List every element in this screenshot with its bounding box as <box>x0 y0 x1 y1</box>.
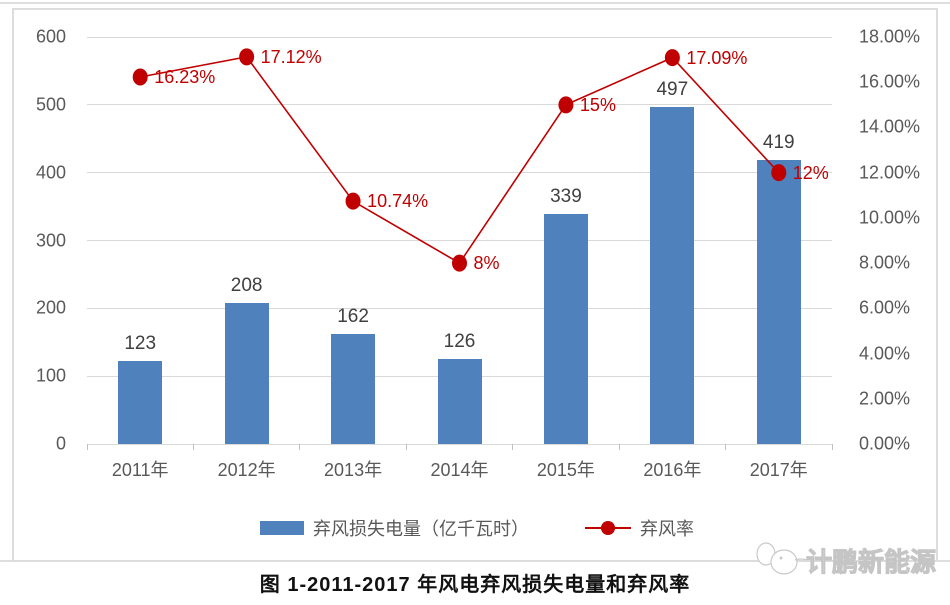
bar <box>437 358 482 444</box>
right-axis-tick-label: 16.00% <box>859 71 921 92</box>
right-axis-tick-label: 6.00% <box>859 297 911 318</box>
watermark-logo-icon <box>756 542 808 575</box>
x-axis-tick <box>405 444 407 450</box>
x-axis-label: 2011年 <box>111 460 169 480</box>
legend-item-line-series: 弃风率 <box>585 515 694 541</box>
bar-value-label: 497 <box>656 78 689 100</box>
top-divider <box>0 2 950 4</box>
line-point-marker <box>558 96 574 114</box>
curtailment-rate-line-layer <box>132 48 787 272</box>
gridline <box>87 240 832 241</box>
bar-value-label: 339 <box>550 186 582 208</box>
gridline <box>87 172 832 174</box>
line-point-label: 17.12% <box>260 46 322 67</box>
line-point-label: 17.09% <box>686 47 748 68</box>
right-axis-tick-label: 10.00% <box>859 207 921 228</box>
left-axis-tick-label: 600 <box>35 26 66 47</box>
curtailment-rate-line <box>140 56 780 265</box>
right-axis-tick-label: 2.00% <box>859 388 911 409</box>
chart-legend: 弃风损失电量（亿千瓦时） 弃风率 <box>14 515 940 541</box>
x-axis-label: 2015年 <box>536 460 595 480</box>
chart-area: 0 100 200 300 400 500 600 0.00% 2.00% 4.00% 6.00% 8… <box>12 8 938 562</box>
x-axis-tick <box>725 444 727 450</box>
plot-area: 2011年 2012年 2013年 2014年 2015年 2016年 2017年 123 20… <box>86 36 833 480</box>
x-axis-tick <box>192 444 194 450</box>
x-axis-label: 2012年 <box>217 460 276 480</box>
x-axis-tick <box>618 444 620 450</box>
chart-caption: 图 1-2011-2017 年风电弃风损失电量和弃风率 <box>259 574 691 596</box>
gridline <box>87 307 832 309</box>
line-point-marker <box>452 254 467 272</box>
bar-value-label: 126 <box>443 330 476 352</box>
x-axis-tick <box>512 444 514 450</box>
line-point-marker <box>345 192 361 210</box>
x-axis-tick <box>831 444 833 450</box>
gridline <box>87 443 832 445</box>
right-axis-tick-label: 4.00% <box>859 343 911 364</box>
line-point-label: 8% <box>473 253 500 274</box>
left-axis-tick-label: 300 <box>35 230 66 250</box>
bar <box>543 214 588 444</box>
right-axis-tick-label: 8.00% <box>859 252 911 273</box>
legend-item-bar-series: 弃风损失电量（亿千瓦时） <box>260 515 529 541</box>
left-axis-tick-label: 500 <box>35 94 66 115</box>
line-point-marker <box>771 164 787 182</box>
bar <box>118 360 163 444</box>
x-axis-tick <box>86 444 88 450</box>
line-point-marker <box>132 68 148 86</box>
bar-value-label: 208 <box>230 274 263 296</box>
x-axis-label: 2017年 <box>749 460 808 480</box>
x-axis-label: 2014年 <box>430 460 489 480</box>
left-axis-tick-label: 100 <box>35 365 66 386</box>
line-point-label: 15% <box>579 94 616 115</box>
x-axis-label: 2016年 <box>643 460 702 480</box>
bar <box>331 334 376 444</box>
line-point-label: 12% <box>792 162 829 183</box>
line-point-marker <box>664 49 680 67</box>
legend-line-label: 弃风率 <box>640 519 694 539</box>
gridline <box>87 36 832 38</box>
bar-value-label: 162 <box>337 306 369 328</box>
line-point-marker <box>239 48 255 66</box>
line-point-label: 16.23% <box>154 67 216 88</box>
right-axis-tick-label: 12.00% <box>859 162 921 183</box>
left-axis-tick-label: 400 <box>35 162 66 183</box>
watermark-text: 计鹏新能源 <box>806 547 936 577</box>
x-axis-tick <box>299 444 301 450</box>
watermark: 计鹏新能源 <box>756 542 937 578</box>
legend-line-marker-icon <box>585 520 631 536</box>
bar-value-label: 123 <box>124 332 157 354</box>
x-axis-label: 2013年 <box>324 460 383 480</box>
legend-bar-label: 弃风损失电量（亿千瓦时） <box>313 519 529 539</box>
gridline <box>87 104 832 106</box>
line-point-label: 10.74% <box>367 191 429 212</box>
legend-bar-swatch-icon <box>260 521 304 535</box>
bar <box>224 302 269 444</box>
right-axis-tick-label: 18.00% <box>859 26 921 47</box>
right-axis-tick-label: 0.00% <box>859 433 911 454</box>
left-axis-tick-label: 0 <box>55 433 66 454</box>
bar <box>650 106 695 444</box>
bar <box>756 159 801 444</box>
left-axis-tick-label: 200 <box>35 297 66 318</box>
right-axis-tick-label: 14.00% <box>859 116 921 137</box>
bar-value-label: 419 <box>762 131 795 153</box>
